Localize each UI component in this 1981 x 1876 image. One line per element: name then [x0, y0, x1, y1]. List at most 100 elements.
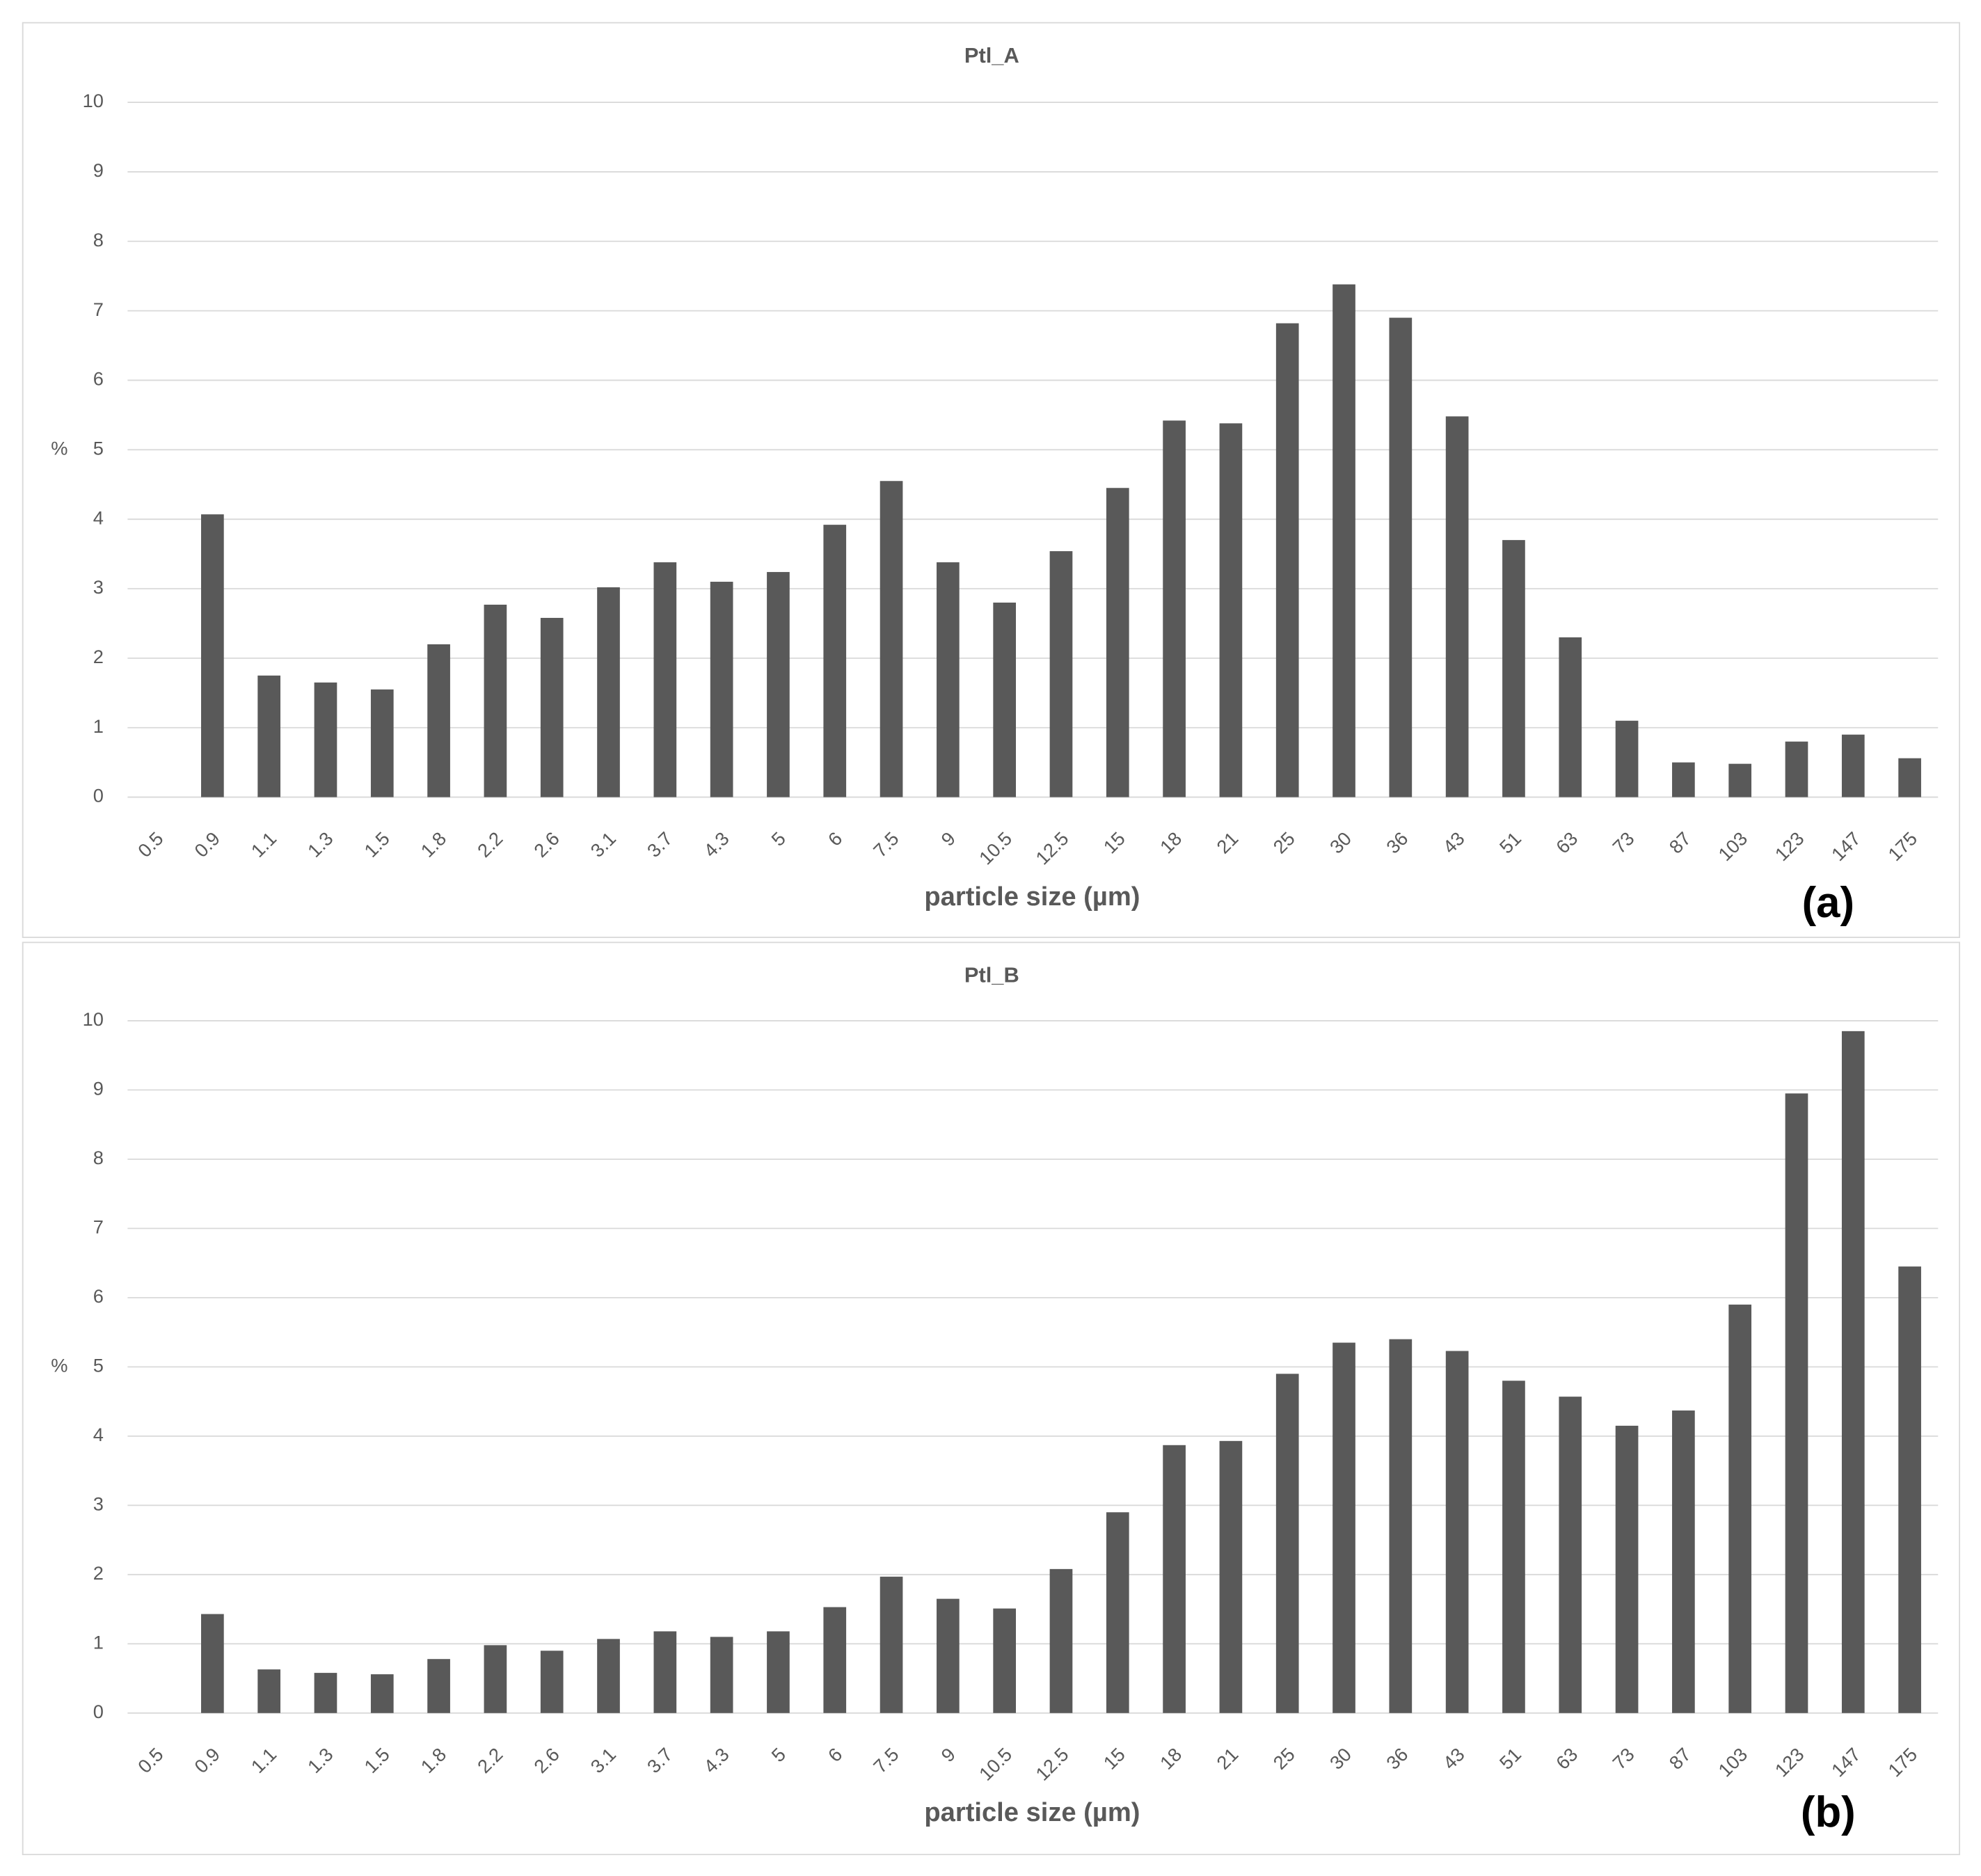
y-tick-label: 3: [93, 1493, 104, 1515]
x-tick-label: 73: [1608, 827, 1638, 857]
bar: [1163, 1445, 1186, 1713]
bar: [1106, 1512, 1129, 1713]
x-tick-label: 2.2: [473, 827, 507, 861]
bar: [427, 1659, 450, 1713]
bar: [201, 514, 224, 797]
x-tick-label: 175: [1884, 1743, 1921, 1781]
x-tick-label: 1.3: [303, 827, 337, 861]
x-tick-label: 87: [1665, 827, 1695, 857]
bar: [937, 1598, 960, 1713]
panel-label: (b): [1801, 1788, 1856, 1836]
bar: [1785, 1093, 1808, 1713]
x-tick-label: 1.5: [360, 827, 394, 861]
x-tick-label: 63: [1552, 1743, 1582, 1773]
x-tick-label: 7.5: [869, 1743, 903, 1777]
chart-frame: [22, 941, 1961, 1856]
y-tick-label: 0: [93, 1701, 104, 1722]
bar: [597, 587, 620, 797]
x-tick-label: 36: [1382, 1743, 1412, 1773]
bar: [1898, 758, 1921, 797]
y-axis-label: %: [51, 438, 67, 459]
bar: [880, 1576, 903, 1713]
x-tick-label: 15: [1099, 1743, 1129, 1773]
chart-frame: [22, 22, 1961, 938]
bar: [1389, 317, 1413, 797]
y-tick-label: 10: [83, 90, 104, 111]
bar: [823, 1607, 847, 1713]
y-tick-label: 7: [93, 1216, 104, 1238]
bar: [484, 604, 507, 797]
y-tick-label: 8: [93, 229, 104, 251]
chart-title: Ptl_B: [964, 963, 1019, 987]
x-tick-label: 123: [1771, 827, 1808, 865]
x-tick-label: 5: [767, 1743, 790, 1766]
bar: [201, 1614, 224, 1713]
x-tick-label: 9: [937, 827, 960, 850]
bar: [314, 682, 337, 797]
bar: [370, 1674, 394, 1713]
bar: [370, 689, 394, 797]
y-tick-label: 9: [93, 159, 104, 181]
y-tick-label: 2: [93, 646, 104, 667]
x-tick-label: 12.5: [1031, 827, 1072, 868]
x-tick-label: 10.5: [975, 1743, 1016, 1784]
bar: [1389, 1339, 1413, 1713]
bar: [1898, 1266, 1921, 1713]
y-tick-label: 5: [93, 1355, 104, 1376]
bar: [710, 582, 733, 797]
bar: [427, 644, 450, 797]
x-tick-label: 63: [1552, 827, 1582, 857]
bar: [993, 602, 1017, 797]
y-tick-label: 8: [93, 1147, 104, 1168]
x-tick-label: 147: [1827, 827, 1865, 865]
bar: [767, 572, 790, 797]
bar: [540, 617, 564, 797]
x-tick-label: 30: [1326, 1743, 1355, 1773]
x-tick-label: 12.5: [1031, 1743, 1072, 1784]
bar: [1615, 1425, 1639, 1713]
y-tick-label: 6: [93, 368, 104, 390]
x-tick-label: 87: [1665, 1743, 1695, 1773]
bar: [1275, 1374, 1299, 1713]
y-tick-label: 2: [93, 1562, 104, 1584]
x-tick-label: 4.3: [699, 1743, 733, 1777]
bar: [257, 675, 280, 797]
bar: [880, 481, 903, 797]
x-tick-label: 1.1: [247, 1743, 281, 1777]
x-tick-label: 6: [824, 1743, 847, 1766]
x-tick-label: 1.3: [303, 1743, 337, 1777]
bar: [1163, 420, 1186, 797]
y-tick-label: 5: [93, 438, 104, 459]
x-tick-label: 4.3: [699, 827, 733, 861]
x-tick-label: 1.5: [360, 1743, 394, 1777]
x-tick-label: 3.1: [586, 1743, 620, 1777]
bar: [1445, 1351, 1469, 1713]
x-tick-label: 9: [937, 1743, 960, 1766]
y-tick-label: 6: [93, 1285, 104, 1307]
bar: [1049, 551, 1073, 797]
x-axis-label: particle size (µm): [924, 1797, 1140, 1827]
x-tick-label: 18: [1156, 827, 1186, 857]
x-tick-label: 51: [1495, 827, 1525, 857]
x-tick-label: 0.9: [190, 827, 224, 861]
x-tick-label: 1.1: [247, 827, 281, 861]
panel-label: (a): [1802, 879, 1854, 927]
bar: [1559, 1397, 1582, 1713]
x-tick-label: 2.6: [530, 827, 564, 861]
bar: [257, 1669, 280, 1713]
y-tick-label: 7: [93, 299, 104, 320]
x-tick-label: 18: [1156, 1743, 1186, 1773]
x-tick-label: 0.5: [134, 1743, 168, 1777]
bar: [1672, 1410, 1695, 1713]
x-tick-label: 30: [1326, 827, 1355, 857]
x-tick-label: 43: [1438, 1743, 1468, 1773]
x-tick-label: 1.8: [416, 1743, 450, 1777]
x-tick-label: 51: [1495, 1743, 1525, 1773]
x-tick-label: 36: [1382, 827, 1412, 857]
x-tick-label: 0.5: [134, 827, 168, 861]
x-axis-label: particle size (µm): [924, 882, 1140, 912]
bar: [1219, 423, 1243, 797]
bar: [540, 1651, 564, 1713]
bar: [1275, 323, 1299, 797]
bar: [1559, 637, 1582, 797]
